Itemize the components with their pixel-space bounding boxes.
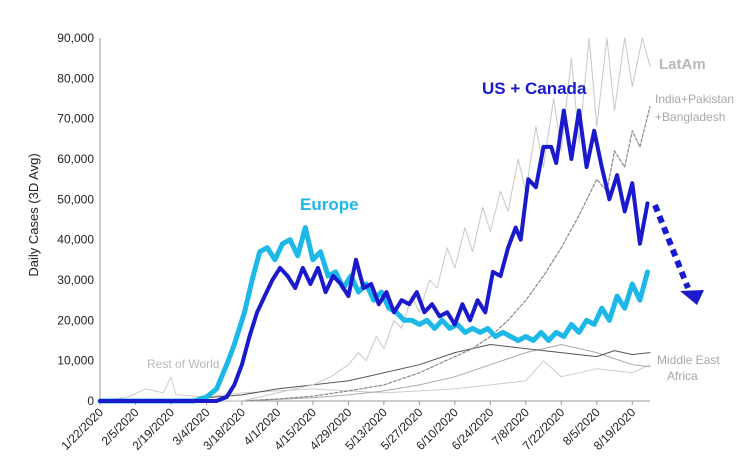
y-tick-label: 10,000 <box>57 354 94 368</box>
y-tick-label: 50,000 <box>57 192 94 206</box>
y-tick-label: 20,000 <box>57 313 94 327</box>
y-tick-label: 30,000 <box>57 273 94 287</box>
y-tick-label: 60,000 <box>57 152 94 166</box>
series-line-latam <box>99 37 651 402</box>
x-tick-label: 1/22/2020 <box>58 405 106 453</box>
y-tick-label: 90,000 <box>57 31 94 45</box>
series-label-line: +Bangladesh <box>655 110 725 124</box>
series-line-europe <box>97 225 650 404</box>
series-label-europe: Europe <box>300 195 359 214</box>
series-line-us-canada <box>98 108 650 403</box>
y-tick-label: 70,000 <box>57 112 94 126</box>
series-label-rest-of-world: Rest of World <box>147 357 219 371</box>
projection-arrow-head <box>680 290 704 305</box>
series-label-line: India+Pakistan <box>655 92 734 106</box>
y-tick-label: 0 <box>87 394 94 408</box>
series-label-latam: LatAm <box>659 56 706 73</box>
series-label-africa: Africa <box>667 369 698 383</box>
series-layer <box>97 37 704 404</box>
series-line-india-pakistan-bangladesh <box>99 106 651 402</box>
y-axis-label: Daily Cases (3D Avg) <box>26 153 41 276</box>
series-line-africa <box>99 344 651 402</box>
series-line-middle-east <box>99 344 651 402</box>
y-tick-label: 80,000 <box>57 71 94 85</box>
series-label-middle-east: Middle East <box>657 353 720 367</box>
series-label-us-canada: US + Canada <box>482 79 587 98</box>
projection-arrow-line <box>652 203 691 290</box>
series-label-india-pakistan-bangladesh: India+Pakistan +Bangladesh <box>655 92 734 124</box>
y-tick-label: 40,000 <box>57 233 94 247</box>
series-labels: US + Canada Europe LatAm India+Pakistan +Ban… <box>147 56 734 383</box>
series-line-rest-of-world <box>99 360 651 402</box>
